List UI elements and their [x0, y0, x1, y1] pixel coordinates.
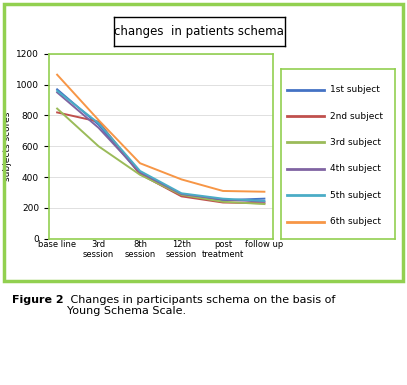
- Y-axis label: subjects scores: subjects scores: [3, 112, 12, 181]
- Text: changes  in patients schema: changes in patients schema: [114, 25, 284, 38]
- Text: 1st subject: 1st subject: [330, 85, 380, 94]
- Text: 3rd subject: 3rd subject: [330, 138, 381, 147]
- Text: 5th subject: 5th subject: [330, 191, 381, 200]
- Text: Changes in participants schema on the basis of
Young Schema Scale.: Changes in participants schema on the ba…: [67, 295, 335, 316]
- Text: Figure 2: Figure 2: [12, 295, 64, 305]
- Text: 2nd subject: 2nd subject: [330, 112, 383, 121]
- Text: 6th subject: 6th subject: [330, 217, 381, 226]
- Text: 4th subject: 4th subject: [330, 164, 381, 173]
